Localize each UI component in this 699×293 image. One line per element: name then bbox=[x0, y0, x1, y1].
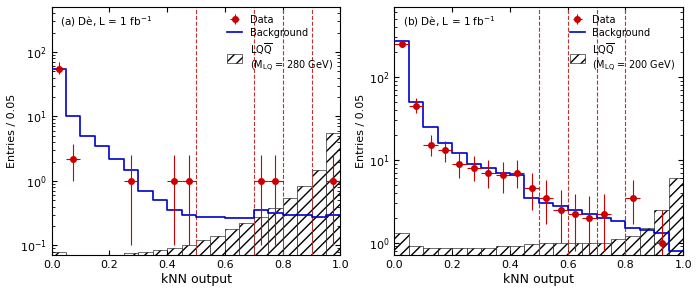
Text: (a) Dè, L = 1 fb$^{-1}$: (a) Dè, L = 1 fb$^{-1}$ bbox=[60, 14, 152, 29]
Bar bbox=[297, 185, 312, 293]
Bar bbox=[409, 246, 424, 293]
Bar bbox=[254, 217, 268, 293]
Bar bbox=[124, 253, 138, 293]
Bar bbox=[394, 233, 409, 293]
Bar bbox=[196, 240, 210, 293]
Bar bbox=[554, 243, 568, 293]
Bar bbox=[109, 255, 124, 293]
Bar bbox=[66, 255, 80, 293]
X-axis label: kNN output: kNN output bbox=[503, 273, 575, 286]
Y-axis label: Entries / 0.05: Entries / 0.05 bbox=[7, 94, 17, 168]
Bar bbox=[312, 170, 326, 293]
Bar bbox=[568, 243, 582, 293]
Bar bbox=[225, 229, 239, 293]
Text: (b) Dè, L = 1 fb$^{-1}$: (b) Dè, L = 1 fb$^{-1}$ bbox=[403, 14, 496, 29]
Bar bbox=[452, 248, 467, 293]
Legend: Data, Background, LQ$\overline{\mathrm{Q}}$
(M$_{\mathrm{LQ}}$ = 200 GeV): Data, Background, LQ$\overline{\mathrm{Q… bbox=[567, 12, 679, 77]
Bar bbox=[510, 246, 524, 293]
Bar bbox=[438, 248, 452, 293]
Bar bbox=[210, 236, 225, 293]
Bar bbox=[424, 248, 438, 293]
Bar bbox=[597, 243, 611, 293]
Bar bbox=[496, 246, 510, 293]
Bar bbox=[481, 248, 496, 293]
Bar bbox=[268, 208, 282, 293]
Bar bbox=[239, 223, 254, 293]
Bar bbox=[467, 248, 481, 293]
Y-axis label: Entries / 0.05: Entries / 0.05 bbox=[356, 94, 366, 168]
Bar bbox=[182, 246, 196, 293]
Legend: Data, Background, LQ$\overline{\mathrm{Q}}$
(M$_{\mathrm{LQ}}$ = 280 GeV): Data, Background, LQ$\overline{\mathrm{Q… bbox=[224, 12, 336, 77]
Bar bbox=[282, 198, 297, 293]
Bar bbox=[640, 228, 654, 293]
Bar bbox=[539, 243, 554, 293]
Bar bbox=[326, 133, 340, 293]
Bar bbox=[52, 252, 66, 293]
Bar bbox=[95, 255, 109, 293]
Bar bbox=[669, 178, 683, 293]
Bar bbox=[138, 252, 152, 293]
Bar bbox=[582, 243, 597, 293]
X-axis label: kNN output: kNN output bbox=[161, 273, 231, 286]
Bar bbox=[626, 236, 640, 293]
Bar bbox=[80, 255, 95, 293]
Bar bbox=[152, 250, 167, 293]
Bar bbox=[167, 248, 182, 293]
Bar bbox=[654, 209, 669, 293]
Bar bbox=[611, 239, 626, 293]
Bar bbox=[524, 244, 539, 293]
